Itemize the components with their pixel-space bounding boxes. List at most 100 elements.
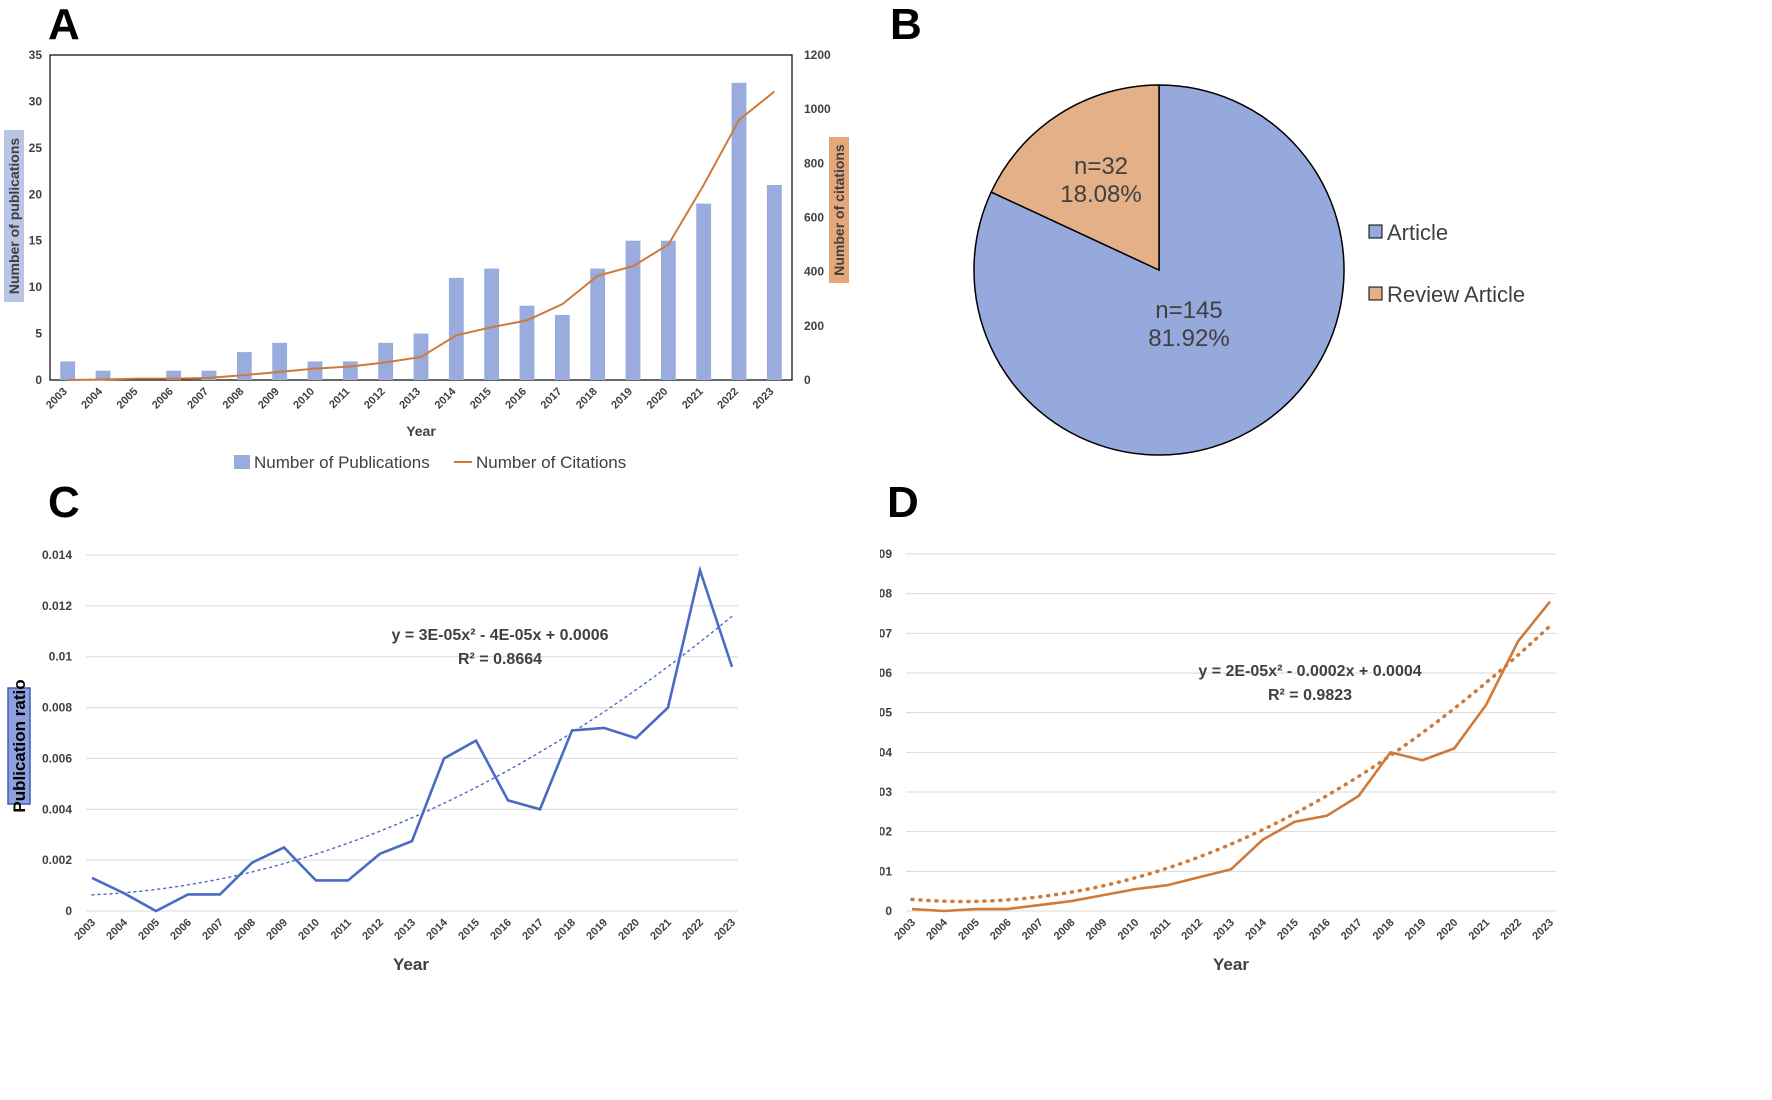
x-tick-label: 2006 (150, 386, 176, 412)
bar (272, 342, 288, 380)
x-tick-label: 2007 (185, 386, 211, 412)
x-tick-label: 2009 (256, 386, 282, 412)
x-tick-label: 2020 (616, 917, 642, 943)
x-tick-label: 2020 (645, 386, 671, 412)
y-axis-title: Number of publications (6, 138, 22, 295)
y-tick-label: 0.008 (880, 587, 892, 601)
bar (448, 277, 464, 380)
x-tick-label: 2010 (291, 386, 317, 412)
x-tick-label: 2013 (1211, 917, 1237, 943)
y-axis-title-highlight (7, 687, 31, 805)
y-tick-label: 0.005 (880, 706, 892, 720)
y-tick-label: 0.009 (880, 547, 892, 561)
pie-percent-label: 18.08% (1060, 181, 1141, 208)
x-tick-label: 2018 (1371, 917, 1397, 943)
y2-tick-label: 1000 (804, 102, 831, 116)
x-axis-title: Year (406, 423, 436, 439)
y-tick-label: 0.007 (880, 626, 892, 640)
y-tick-label: 0.001 (880, 864, 892, 878)
x-tick-label: 2012 (362, 386, 388, 412)
x-tick-label: 2023 (712, 917, 738, 943)
x-tick-label: 2017 (539, 386, 565, 412)
x-tick-label: 2012 (1179, 917, 1205, 943)
x-tick-label: 2011 (329, 917, 354, 942)
y-tick-label: 0 (35, 373, 42, 387)
x-tick-label: 2019 (609, 386, 635, 412)
x-tick-label: 2006 (988, 917, 1014, 943)
x-tick-label: 2017 (1339, 917, 1365, 943)
y2-tick-label: 200 (804, 319, 824, 333)
pie-count-label: n=145 (1155, 297, 1222, 324)
y-tick-label: 0.004 (880, 745, 892, 759)
legend-swatch-publications (234, 455, 250, 469)
bar (696, 203, 712, 380)
x-tick-label: 2018 (574, 386, 600, 412)
bar (519, 305, 535, 380)
bar (625, 240, 641, 380)
x-tick-label: 2021 (1467, 917, 1493, 943)
y-tick-label: 0.002 (42, 853, 72, 867)
legend-label-publications: Number of Publications (254, 453, 430, 472)
x-tick-label: 2004 (79, 385, 105, 411)
panel-letter-b: B (890, 0, 922, 49)
trend-equation: y = 2E-05x² - 0.0002x + 0.0004 (1198, 663, 1421, 680)
trend-r2: R² = 0.9823 (1268, 687, 1352, 704)
x-tick-label: 2016 (503, 386, 529, 412)
x-tick-label: 2006 (168, 917, 194, 943)
panel-letter-d: D (887, 478, 919, 527)
x-tick-label: 2005 (956, 917, 982, 943)
y2-tick-label: 0 (804, 373, 811, 387)
bar (236, 352, 252, 380)
x-tick-label: 2023 (751, 386, 777, 412)
y-axis-title: Publication ratio (10, 679, 29, 812)
y2-tick-label: 400 (804, 265, 824, 279)
trendline (910, 624, 1552, 904)
x-tick-label: 2022 (680, 917, 706, 943)
bar (660, 240, 676, 380)
legend-label: Review Article (1387, 282, 1525, 307)
chart-a-publications-citations: 0 5 10 15 20 25 30 35 0 200 400 600 800 1000 1200 2003 2… (4, 48, 849, 472)
y-tick-label: 20 (29, 187, 43, 201)
legend-label: Article (1387, 220, 1448, 245)
x-axis-title: Year (393, 955, 429, 974)
trend-r2: R² = 0.8664 (458, 651, 542, 668)
x-tick-label: 2019 (584, 917, 610, 943)
y2-axis-title-highlight (829, 137, 849, 283)
x-tick-label: 2005 (115, 386, 141, 412)
y-tick-label: 0.01 (49, 650, 73, 664)
x-tick-label: 2003 (72, 917, 98, 943)
bar (60, 361, 76, 380)
y-tick-label: 0.004 (42, 802, 72, 816)
bar (590, 268, 606, 380)
panel-letter-c: C (48, 478, 80, 527)
x-tick-label: 2022 (1498, 917, 1524, 943)
x-tick-label: 2018 (552, 917, 578, 943)
x-tick-label: 2019 (1403, 917, 1429, 943)
x-tick-label: 2009 (1084, 917, 1110, 943)
plot-frame (49, 54, 793, 381)
bar (554, 315, 570, 380)
bar (201, 370, 217, 380)
x-tick-label: 2008 (221, 386, 247, 412)
y2-axis-title: Number of citations (831, 144, 847, 276)
y-tick-label: 0.003 (880, 785, 892, 799)
y2-tick-label: 600 (804, 211, 824, 225)
x-tick-label: 2023 (1530, 917, 1556, 943)
legend-label-citations: Number of Citations (476, 453, 626, 472)
y-tick-label: 5 (35, 327, 42, 341)
bar (342, 361, 358, 380)
x-tick-label: 2021 (680, 386, 706, 412)
pie-percent-label: 81.92% (1148, 325, 1229, 352)
x-tick-label: 2013 (392, 917, 418, 943)
y-tick-label: 0.002 (880, 825, 892, 839)
x-tick-label: 2017 (520, 917, 546, 943)
x-tick-label: 2007 (1020, 917, 1046, 943)
x-tick-label: 2008 (232, 917, 258, 943)
citations-line (67, 90, 775, 381)
x-tick-label: 2010 (296, 917, 322, 943)
y-tick-label: 0.008 (42, 701, 72, 715)
bar (95, 370, 111, 380)
x-tick-label: 2003 (892, 917, 918, 943)
